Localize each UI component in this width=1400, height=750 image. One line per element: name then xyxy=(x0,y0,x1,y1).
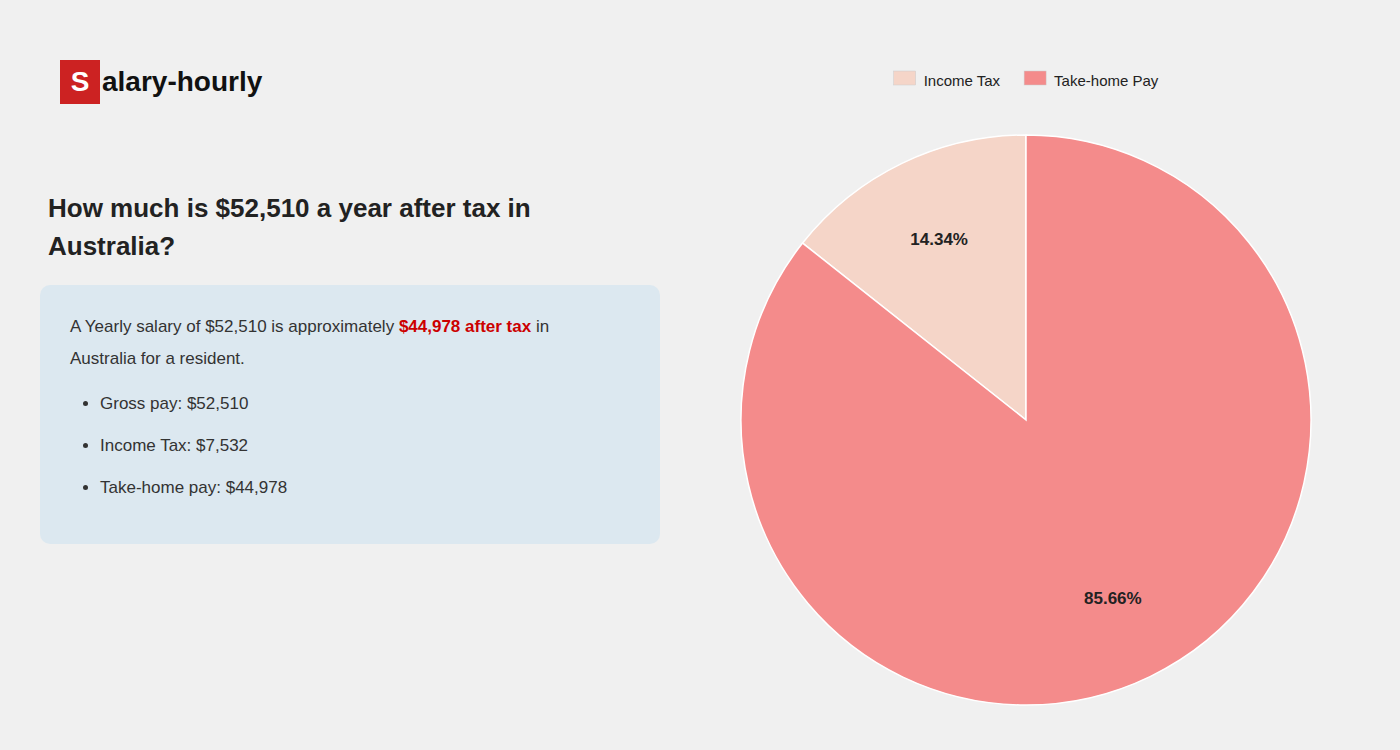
legend-swatch xyxy=(894,71,916,85)
logo-text: alary-hourly xyxy=(102,66,262,98)
bullet-text: Gross pay: $52,510 xyxy=(100,394,248,413)
slice-labels: 14.34% 85.66% xyxy=(910,230,1141,608)
slice-label: 85.66% xyxy=(1084,589,1142,608)
slice-label: 14.34% xyxy=(910,230,968,249)
info-text-part: in xyxy=(531,317,549,336)
legend-item: Take-home Pay xyxy=(1024,71,1159,89)
bullet-item: Gross pay: $52,510 xyxy=(100,388,630,420)
info-highlight: $44,978 after tax xyxy=(399,317,531,336)
bullet-item: Income Tax: $7,532 xyxy=(100,430,630,462)
bullet-text: Income Tax: $7,532 xyxy=(100,436,248,455)
info-text-part: Australia for a resident. xyxy=(70,349,245,368)
bullet-item: Take-home pay: $44,978 xyxy=(100,472,630,504)
bullet-text: Take-home pay: $44,978 xyxy=(100,478,287,497)
legend-label: Take-home Pay xyxy=(1054,72,1159,89)
logo-mark: S xyxy=(60,60,100,104)
legend-item: Income Tax xyxy=(894,71,1001,89)
info-box: A Yearly salary of $52,510 is approximat… xyxy=(40,285,660,544)
slices xyxy=(741,135,1311,705)
info-text: A Yearly salary of $52,510 is approximat… xyxy=(70,311,630,376)
pie-slice xyxy=(741,135,1311,705)
logo: Salary-hourly xyxy=(60,60,262,104)
bullet-list: Gross pay: $52,510 Income Tax: $7,532 Take… xyxy=(70,388,630,505)
title: How much is $52,510 a year after tax in … xyxy=(48,190,648,265)
legend-label: Income Tax xyxy=(924,72,1001,89)
text-panel: Salary-hourly How much is $52,510 a year … xyxy=(0,0,672,750)
pie-panel: 14.34% 85.66% Income Tax Take-home Pay xyxy=(672,0,1400,750)
legend: Income Tax Take-home Pay xyxy=(894,71,1159,89)
legend-swatch xyxy=(1024,71,1046,85)
info-text-part: A Yearly salary of $52,510 is approximat… xyxy=(70,317,399,336)
